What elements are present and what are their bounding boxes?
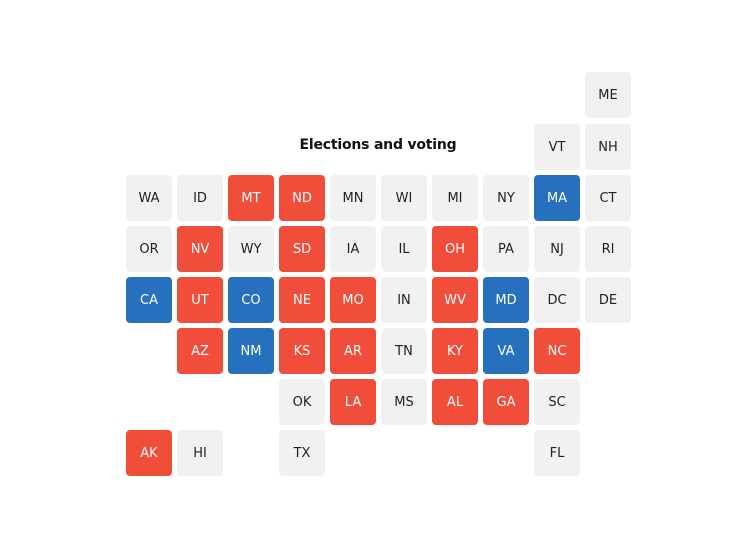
state-tile-wy[interactable]: WY xyxy=(228,226,274,272)
state-tile-me[interactable]: ME xyxy=(585,72,631,118)
state-tile-wv[interactable]: WV xyxy=(432,277,478,323)
state-tile-ne[interactable]: NE xyxy=(279,277,325,323)
state-tile-nc[interactable]: NC xyxy=(534,328,580,374)
state-tile-ky[interactable]: KY xyxy=(432,328,478,374)
state-tile-or[interactable]: OR xyxy=(126,226,172,272)
state-tile-ms[interactable]: MS xyxy=(381,379,427,425)
state-tile-ca[interactable]: CA xyxy=(126,277,172,323)
state-tile-dc[interactable]: DC xyxy=(534,277,580,323)
state-tile-va[interactable]: VA xyxy=(483,328,529,374)
state-tile-al[interactable]: AL xyxy=(432,379,478,425)
state-tile-mi[interactable]: MI xyxy=(432,175,478,221)
state-tile-ar[interactable]: AR xyxy=(330,328,376,374)
state-tile-nd[interactable]: ND xyxy=(279,175,325,221)
state-tile-ok[interactable]: OK xyxy=(279,379,325,425)
map-title: Elections and voting xyxy=(299,137,457,153)
state-tile-ma[interactable]: MA xyxy=(534,175,580,221)
state-tile-az[interactable]: AZ xyxy=(177,328,223,374)
state-tile-co[interactable]: CO xyxy=(228,277,274,323)
state-tile-ut[interactable]: UT xyxy=(177,277,223,323)
state-tile-md[interactable]: MD xyxy=(483,277,529,323)
state-tile-mo[interactable]: MO xyxy=(330,277,376,323)
state-tile-tx[interactable]: TX xyxy=(279,430,325,476)
state-tile-nh[interactable]: NH xyxy=(585,124,631,170)
state-tile-la[interactable]: LA xyxy=(330,379,376,425)
state-tile-ga[interactable]: GA xyxy=(483,379,529,425)
state-tile-nv[interactable]: NV xyxy=(177,226,223,272)
state-tile-in[interactable]: IN xyxy=(381,277,427,323)
state-tile-ak[interactable]: AK xyxy=(126,430,172,476)
state-tile-vt[interactable]: VT xyxy=(534,124,580,170)
state-tile-ia[interactable]: IA xyxy=(330,226,376,272)
state-tile-fl[interactable]: FL xyxy=(534,430,580,476)
state-tile-nm[interactable]: NM xyxy=(228,328,274,374)
state-tile-ny[interactable]: NY xyxy=(483,175,529,221)
state-tile-ct[interactable]: CT xyxy=(585,175,631,221)
state-tile-nj[interactable]: NJ xyxy=(534,226,580,272)
state-tile-oh[interactable]: OH xyxy=(432,226,478,272)
state-tile-wi[interactable]: WI xyxy=(381,175,427,221)
state-tile-sc[interactable]: SC xyxy=(534,379,580,425)
state-tile-il[interactable]: IL xyxy=(381,226,427,272)
state-tile-ri[interactable]: RI xyxy=(585,226,631,272)
state-tile-de[interactable]: DE xyxy=(585,277,631,323)
state-tile-mt[interactable]: MT xyxy=(228,175,274,221)
state-tile-hi[interactable]: HI xyxy=(177,430,223,476)
state-tile-wa[interactable]: WA xyxy=(126,175,172,221)
state-tile-mn[interactable]: MN xyxy=(330,175,376,221)
state-tile-tn[interactable]: TN xyxy=(381,328,427,374)
state-tile-sd[interactable]: SD xyxy=(279,226,325,272)
state-tile-ks[interactable]: KS xyxy=(279,328,325,374)
state-tile-pa[interactable]: PA xyxy=(483,226,529,272)
state-tile-id[interactable]: ID xyxy=(177,175,223,221)
